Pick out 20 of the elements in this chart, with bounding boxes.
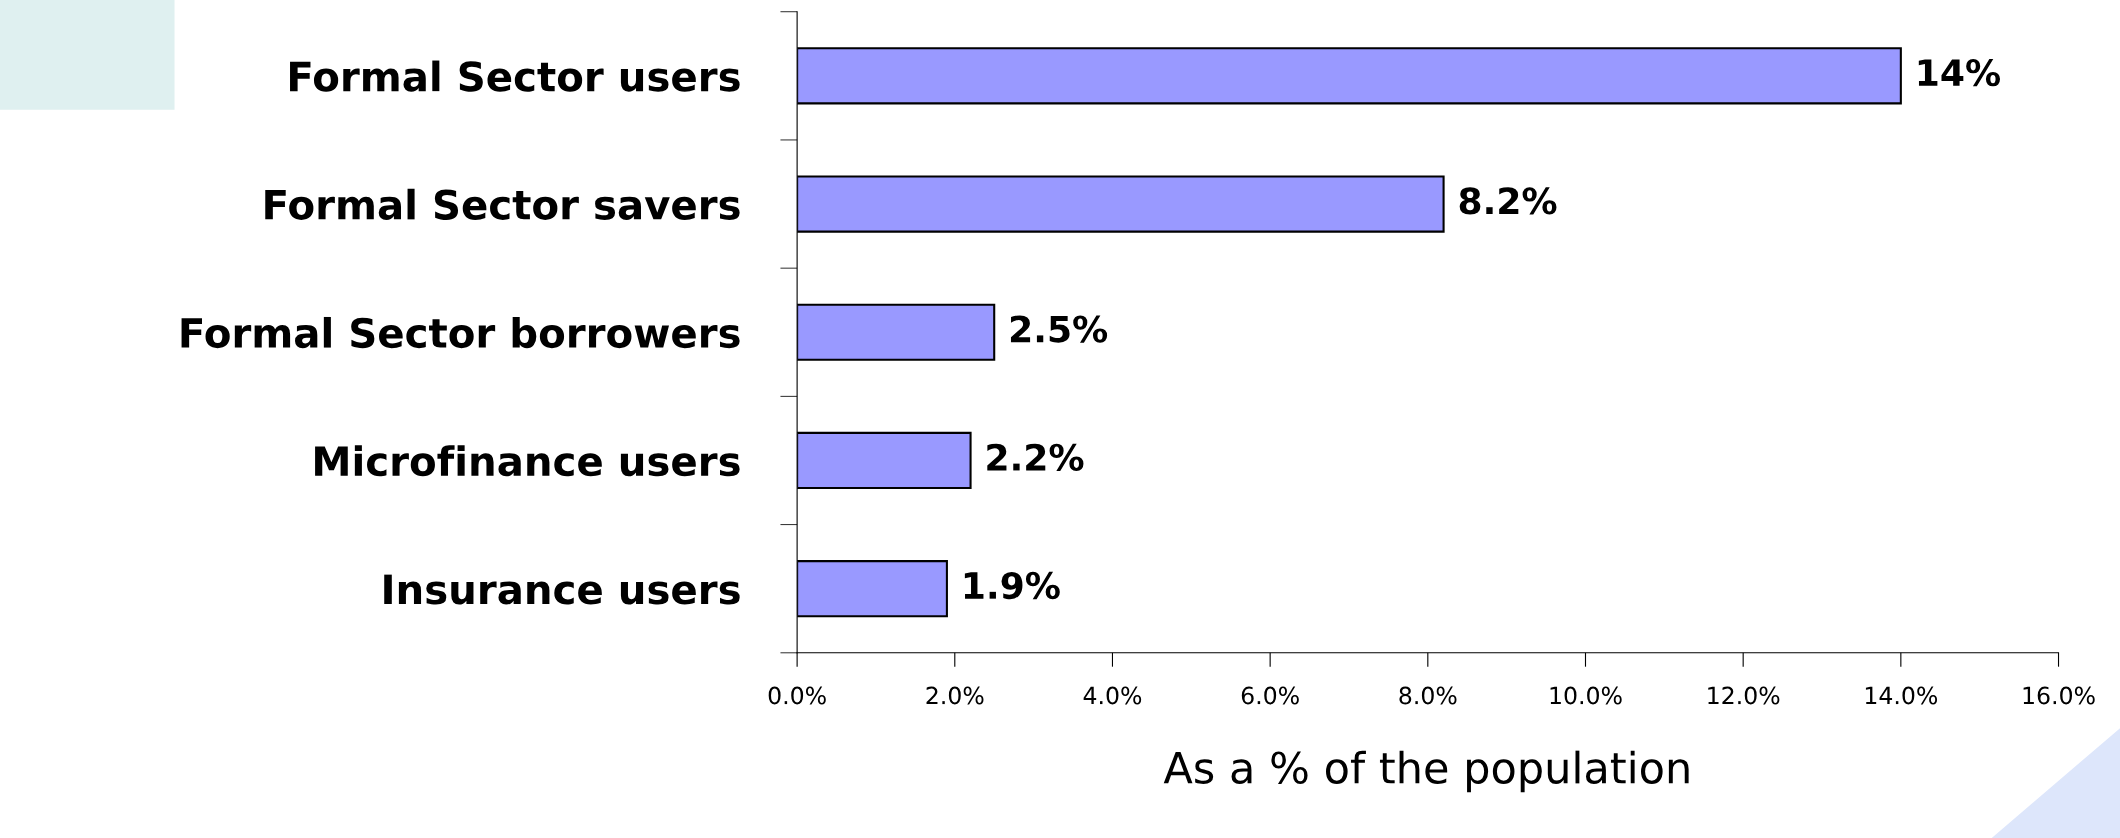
- x-tick-label: 2.0%: [926, 686, 984, 705]
- x-tick-label: 0.0%: [768, 686, 826, 705]
- x-tick-label: 6.0%: [1241, 686, 1299, 705]
- y-tick-label: Formal Sector savers: [265, 188, 740, 220]
- data-label: 2.2%: [987, 443, 1084, 471]
- data-label: 2.5%: [1010, 315, 1108, 343]
- x-tick-label: 10.0%: [1550, 686, 1622, 705]
- x-axis-title: As a % of the population: [1163, 750, 1689, 793]
- x-tick-label: 4.0%: [1083, 686, 1142, 705]
- y-tick-label: Microfinance users: [315, 445, 740, 477]
- y-tick-label: Insurance users: [384, 574, 740, 605]
- x-tick-label: 16.0%: [2023, 686, 2095, 705]
- data-label: 1.9%: [964, 571, 1060, 600]
- data-label: 14%: [1918, 59, 2001, 87]
- x-tick-label: 8.0%: [1399, 686, 1457, 705]
- x-tick-label: 14.0%: [1865, 686, 1938, 705]
- y-tick-label: Formal Sector borrowers: [181, 316, 740, 349]
- x-tick-label: 12.0%: [1708, 686, 1780, 705]
- data-label: 8.2%: [1459, 187, 1557, 215]
- y-tick-label: Formal Sector users: [290, 60, 740, 92]
